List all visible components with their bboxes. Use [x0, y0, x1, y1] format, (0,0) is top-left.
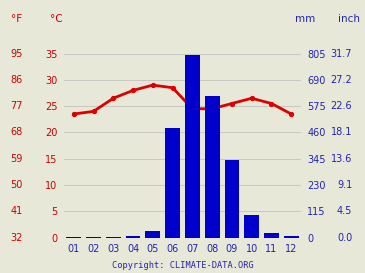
Text: °F: °F [11, 14, 22, 24]
Text: °C: °C [50, 14, 63, 24]
Text: 68: 68 [10, 127, 23, 137]
Text: inch: inch [338, 14, 360, 24]
Text: 18.1: 18.1 [331, 127, 352, 137]
Text: 22.6: 22.6 [331, 101, 352, 111]
Text: 9.1: 9.1 [337, 180, 352, 190]
Bar [224, 160, 239, 238]
Text: 41: 41 [10, 206, 23, 216]
Text: 50: 50 [10, 180, 23, 190]
Bar [86, 237, 101, 238]
Text: 31.7: 31.7 [331, 49, 352, 59]
Bar [66, 237, 81, 238]
Bar [145, 231, 160, 238]
Bar [264, 233, 279, 238]
Bar [185, 55, 200, 238]
Bar [205, 96, 220, 238]
Text: 0.0: 0.0 [337, 233, 352, 242]
Bar [244, 215, 259, 238]
Text: 59: 59 [10, 154, 23, 164]
Text: 4.5: 4.5 [337, 206, 352, 216]
Text: 27.2: 27.2 [330, 75, 352, 85]
Bar [106, 237, 121, 238]
Bar [126, 236, 141, 238]
Text: 86: 86 [10, 75, 23, 85]
Text: 95: 95 [10, 49, 23, 59]
Text: 32: 32 [10, 233, 23, 242]
Text: 77: 77 [10, 101, 23, 111]
Text: 13.6: 13.6 [331, 154, 352, 164]
Text: mm: mm [295, 14, 315, 24]
Bar [165, 128, 180, 238]
Text: Copyright: CLIMATE-DATA.ORG: Copyright: CLIMATE-DATA.ORG [112, 261, 253, 270]
Bar [284, 236, 299, 238]
